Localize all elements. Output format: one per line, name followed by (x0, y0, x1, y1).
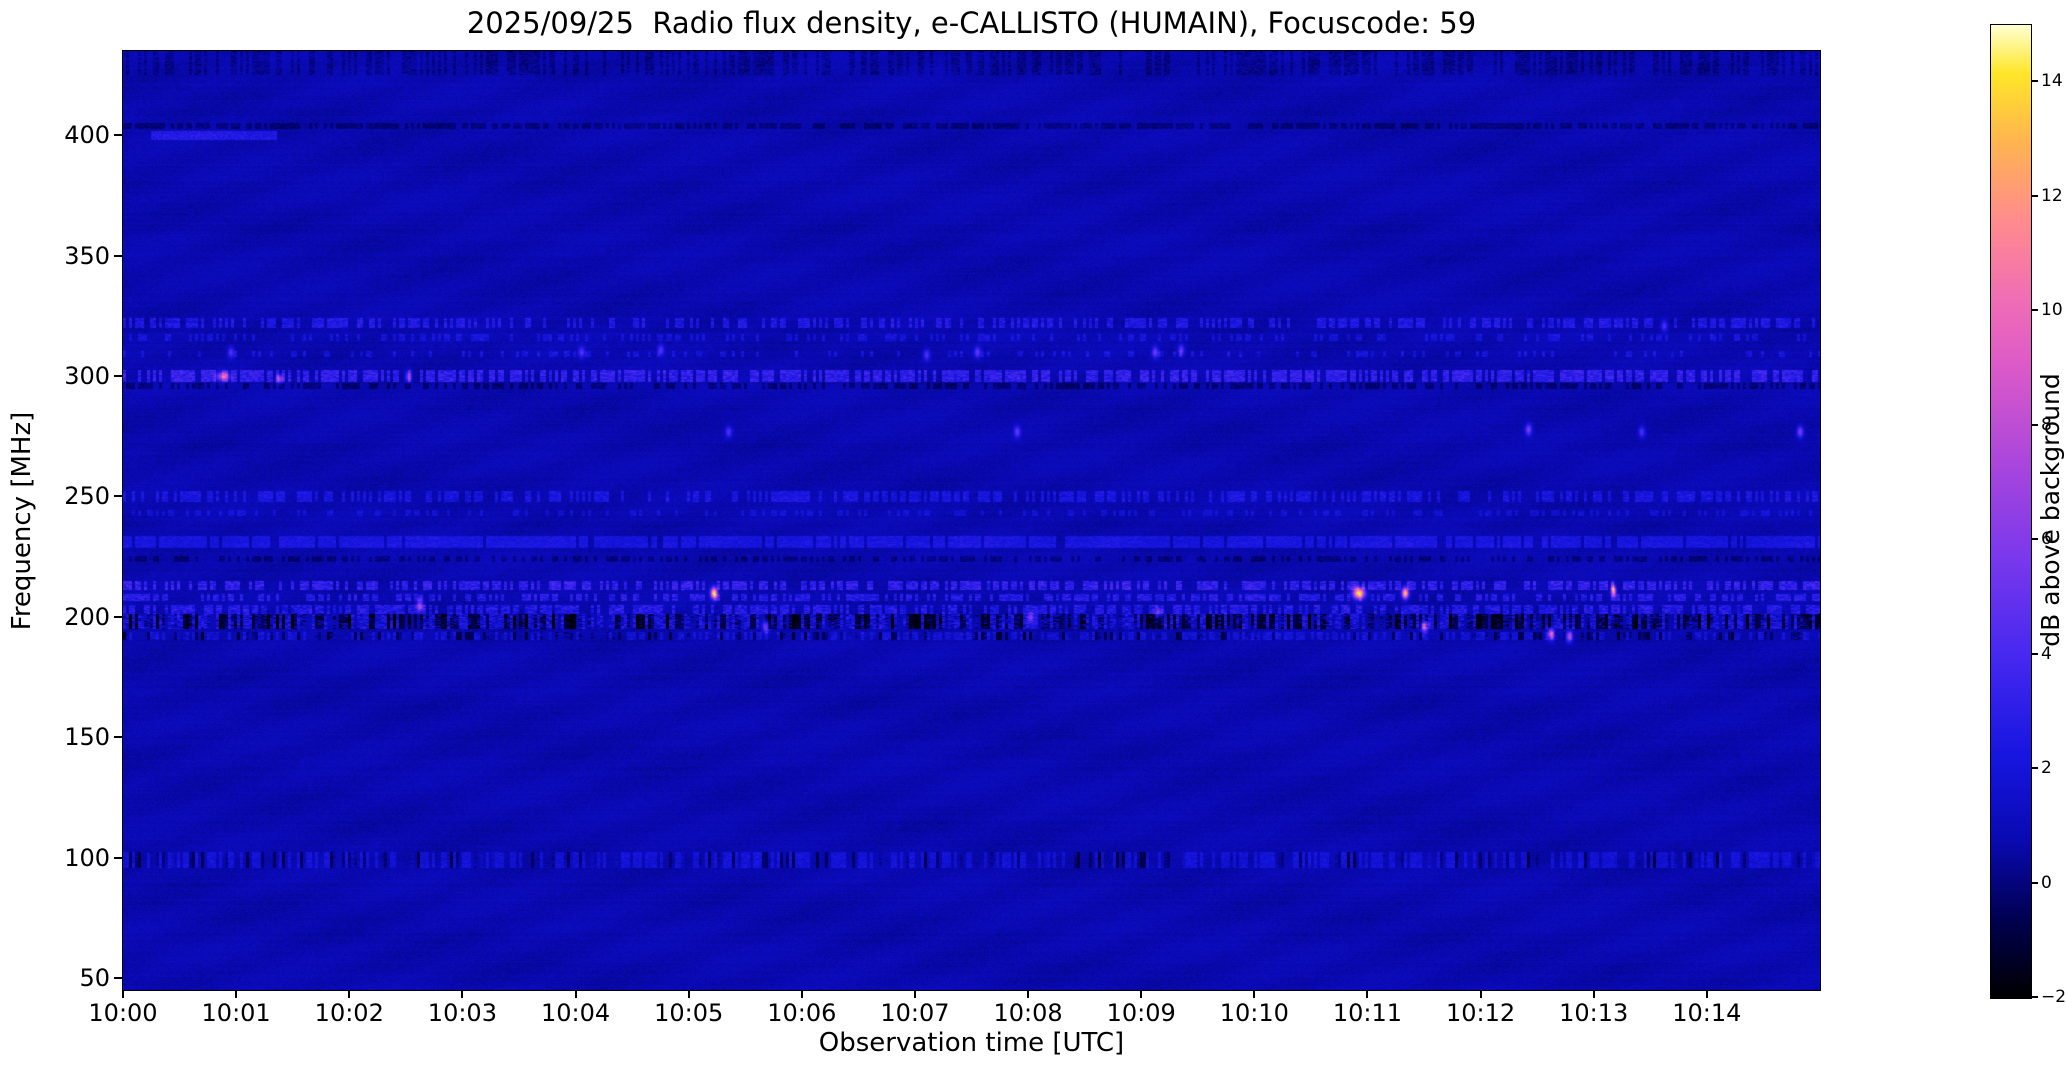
y-tick-mark (114, 134, 122, 137)
y-tick-mark (114, 856, 122, 859)
x-tick-label: 10:12 (1446, 999, 1516, 1027)
colorbar-tick-label: 12 (2041, 185, 2063, 206)
colorbar-tick-label: 10 (2041, 300, 2063, 321)
x-axis-label: Observation time [UTC] (818, 1028, 1125, 1058)
colorbar-tick-label: 0 (2041, 872, 2052, 893)
y-tick-mark (114, 375, 122, 378)
x-tick-mark (1366, 990, 1369, 998)
y-tick-label: 250 (64, 482, 110, 511)
colorbar-tick-mark (2031, 996, 2038, 998)
colorbar-tick-mark (2031, 194, 2038, 197)
x-tick-label: 10:09 (1106, 999, 1176, 1027)
x-tick-mark (913, 990, 916, 998)
y-axis-label: Frequency [MHz] (7, 411, 37, 631)
colorbar-tick-label: 6 (2041, 529, 2052, 550)
y-tick-mark (114, 495, 122, 498)
y-tick-label: 400 (64, 121, 110, 150)
plot-area (122, 50, 1821, 991)
y-tick-label: 100 (64, 843, 110, 872)
colorbar-tick-label: 8 (2041, 414, 2052, 435)
x-tick-label: 10:08 (993, 999, 1063, 1027)
y-tick-label: 350 (64, 241, 110, 270)
colorbar-tick-mark (2031, 652, 2038, 655)
x-tick-label: 10:05 (654, 999, 724, 1027)
x-tick-label: 10:14 (1672, 999, 1742, 1027)
x-tick-mark (1027, 990, 1030, 998)
x-tick-mark (687, 990, 690, 998)
colorbar-tick-mark (2031, 309, 2038, 312)
x-tick-label: 10:13 (1559, 999, 1629, 1027)
y-tick-mark (114, 976, 122, 979)
x-tick-label: 10:03 (427, 999, 497, 1027)
x-tick-label: 10:01 (201, 999, 271, 1027)
y-tick-label: 150 (64, 723, 110, 752)
x-tick-label: 10:00 (88, 999, 158, 1027)
colorbar (1990, 24, 2032, 999)
x-tick-label: 10:04 (540, 999, 611, 1027)
x-tick-mark (461, 990, 464, 998)
colorbar-tick-mark (2031, 767, 2038, 770)
colorbar-tick-mark (2031, 80, 2038, 83)
x-tick-mark (1253, 990, 1256, 998)
y-tick-label: 50 (79, 963, 110, 992)
x-tick-mark (574, 990, 577, 998)
y-tick-mark (114, 736, 122, 739)
x-tick-mark (1592, 990, 1595, 998)
x-tick-label: 10:10 (1219, 999, 1289, 1027)
x-tick-label: 10:02 (314, 999, 384, 1027)
x-tick-mark (1140, 990, 1143, 998)
spectrogram-canvas (123, 51, 1820, 990)
x-tick-mark (1479, 990, 1482, 998)
x-tick-label: 10:11 (1332, 999, 1403, 1027)
x-tick-mark (1705, 990, 1708, 998)
plot-title: 2025/09/25 Radio flux density, e-CALLIST… (466, 6, 1477, 40)
y-tick-mark (114, 615, 122, 618)
colorbar-tick-label: 2 (2041, 758, 2052, 779)
x-tick-mark (122, 990, 124, 998)
colorbar-tick-label: 14 (2041, 71, 2063, 92)
colorbar-tick-mark (2031, 538, 2038, 541)
x-tick-label: 10:07 (880, 999, 950, 1027)
colorbar-tick-mark (2031, 881, 2038, 884)
x-tick-mark (348, 990, 351, 998)
y-tick-label: 200 (64, 602, 110, 631)
colorbar-tick-mark (2031, 423, 2038, 426)
x-tick-label: 10:06 (767, 999, 837, 1027)
colorbar-tick-label: 4 (2041, 643, 2052, 664)
x-tick-mark (235, 990, 238, 998)
y-tick-mark (114, 254, 122, 257)
x-tick-mark (800, 990, 803, 998)
colorbar-tick-label: −2 (2041, 987, 2066, 1007)
y-tick-label: 300 (64, 362, 110, 391)
